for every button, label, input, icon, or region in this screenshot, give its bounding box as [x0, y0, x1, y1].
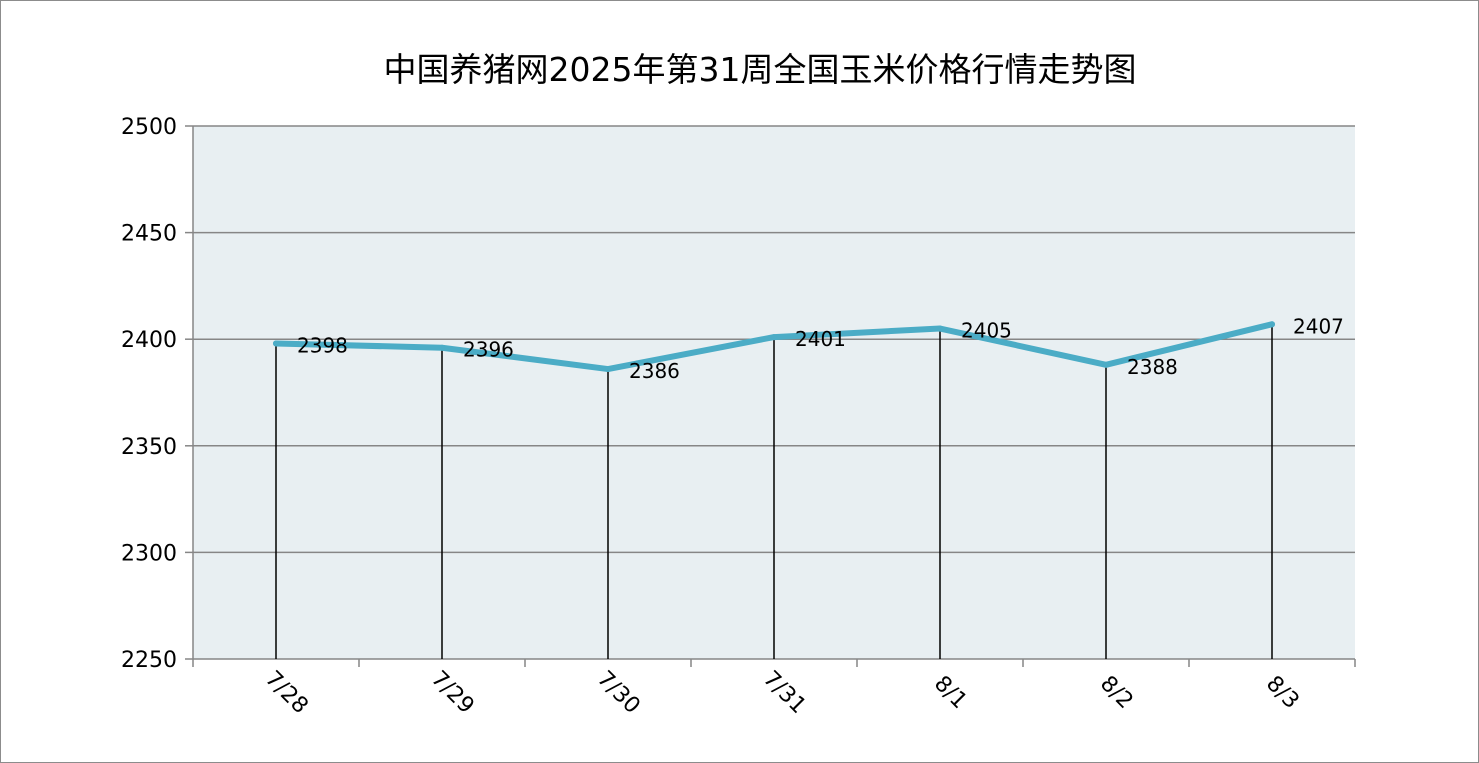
x-tick-label-8/2: 8/2 [1095, 671, 1138, 714]
data-point-7/30 [605, 366, 611, 373]
x-tick-label-8/3: 8/3 [1261, 671, 1304, 714]
data-label-7/28: 2398 [297, 333, 348, 357]
x-axis-tick-labels: 7/28 7/29 7/30 7/31 8/1 8/2 8/3 [260, 666, 1304, 719]
y-tick-label-2250: 2250 [121, 648, 177, 673]
y-tick-label-2400: 2400 [121, 328, 177, 353]
data-point-7/29 [439, 344, 445, 351]
x-tick-label-7/31: 7/31 [758, 666, 811, 719]
data-label-7/29: 2396 [463, 338, 514, 362]
data-point-7/28 [273, 340, 279, 347]
data-label-8/2: 2388 [1127, 355, 1178, 379]
drop-lines [275, 324, 1273, 659]
data-labels: 2398 2396 2386 2401 2405 2388 2407 [297, 314, 1344, 383]
data-label-7/31: 2401 [795, 327, 846, 351]
data-point-8/1 [937, 325, 943, 332]
y-tick-label-2450: 2450 [121, 222, 177, 247]
data-label-7/30: 2386 [629, 359, 680, 383]
data-label-8/3: 2407 [1293, 314, 1344, 338]
x-tick-label-8/1: 8/1 [929, 671, 972, 714]
chart-title: 中国养猪网2025年第31周全国玉米价格行情走势图 [384, 50, 1137, 89]
series-layer [273, 321, 1275, 373]
data-point-8/2 [1103, 361, 1109, 368]
data-point-7/31 [771, 334, 777, 341]
data-label-8/1: 2405 [961, 319, 1012, 343]
data-point-8/3 [1269, 321, 1275, 328]
y-tick-label-2500: 2500 [121, 115, 177, 140]
y-tick-label-2350: 2350 [121, 435, 177, 460]
y-axis-tick-labels: 2250 2300 2350 2400 2450 2500 [121, 115, 177, 673]
y-tick-label-2300: 2300 [121, 541, 177, 566]
x-tick-label-7/28: 7/28 [260, 666, 313, 719]
x-tick-label-7/29: 7/29 [426, 666, 479, 719]
x-tick-label-7/30: 7/30 [592, 666, 645, 719]
